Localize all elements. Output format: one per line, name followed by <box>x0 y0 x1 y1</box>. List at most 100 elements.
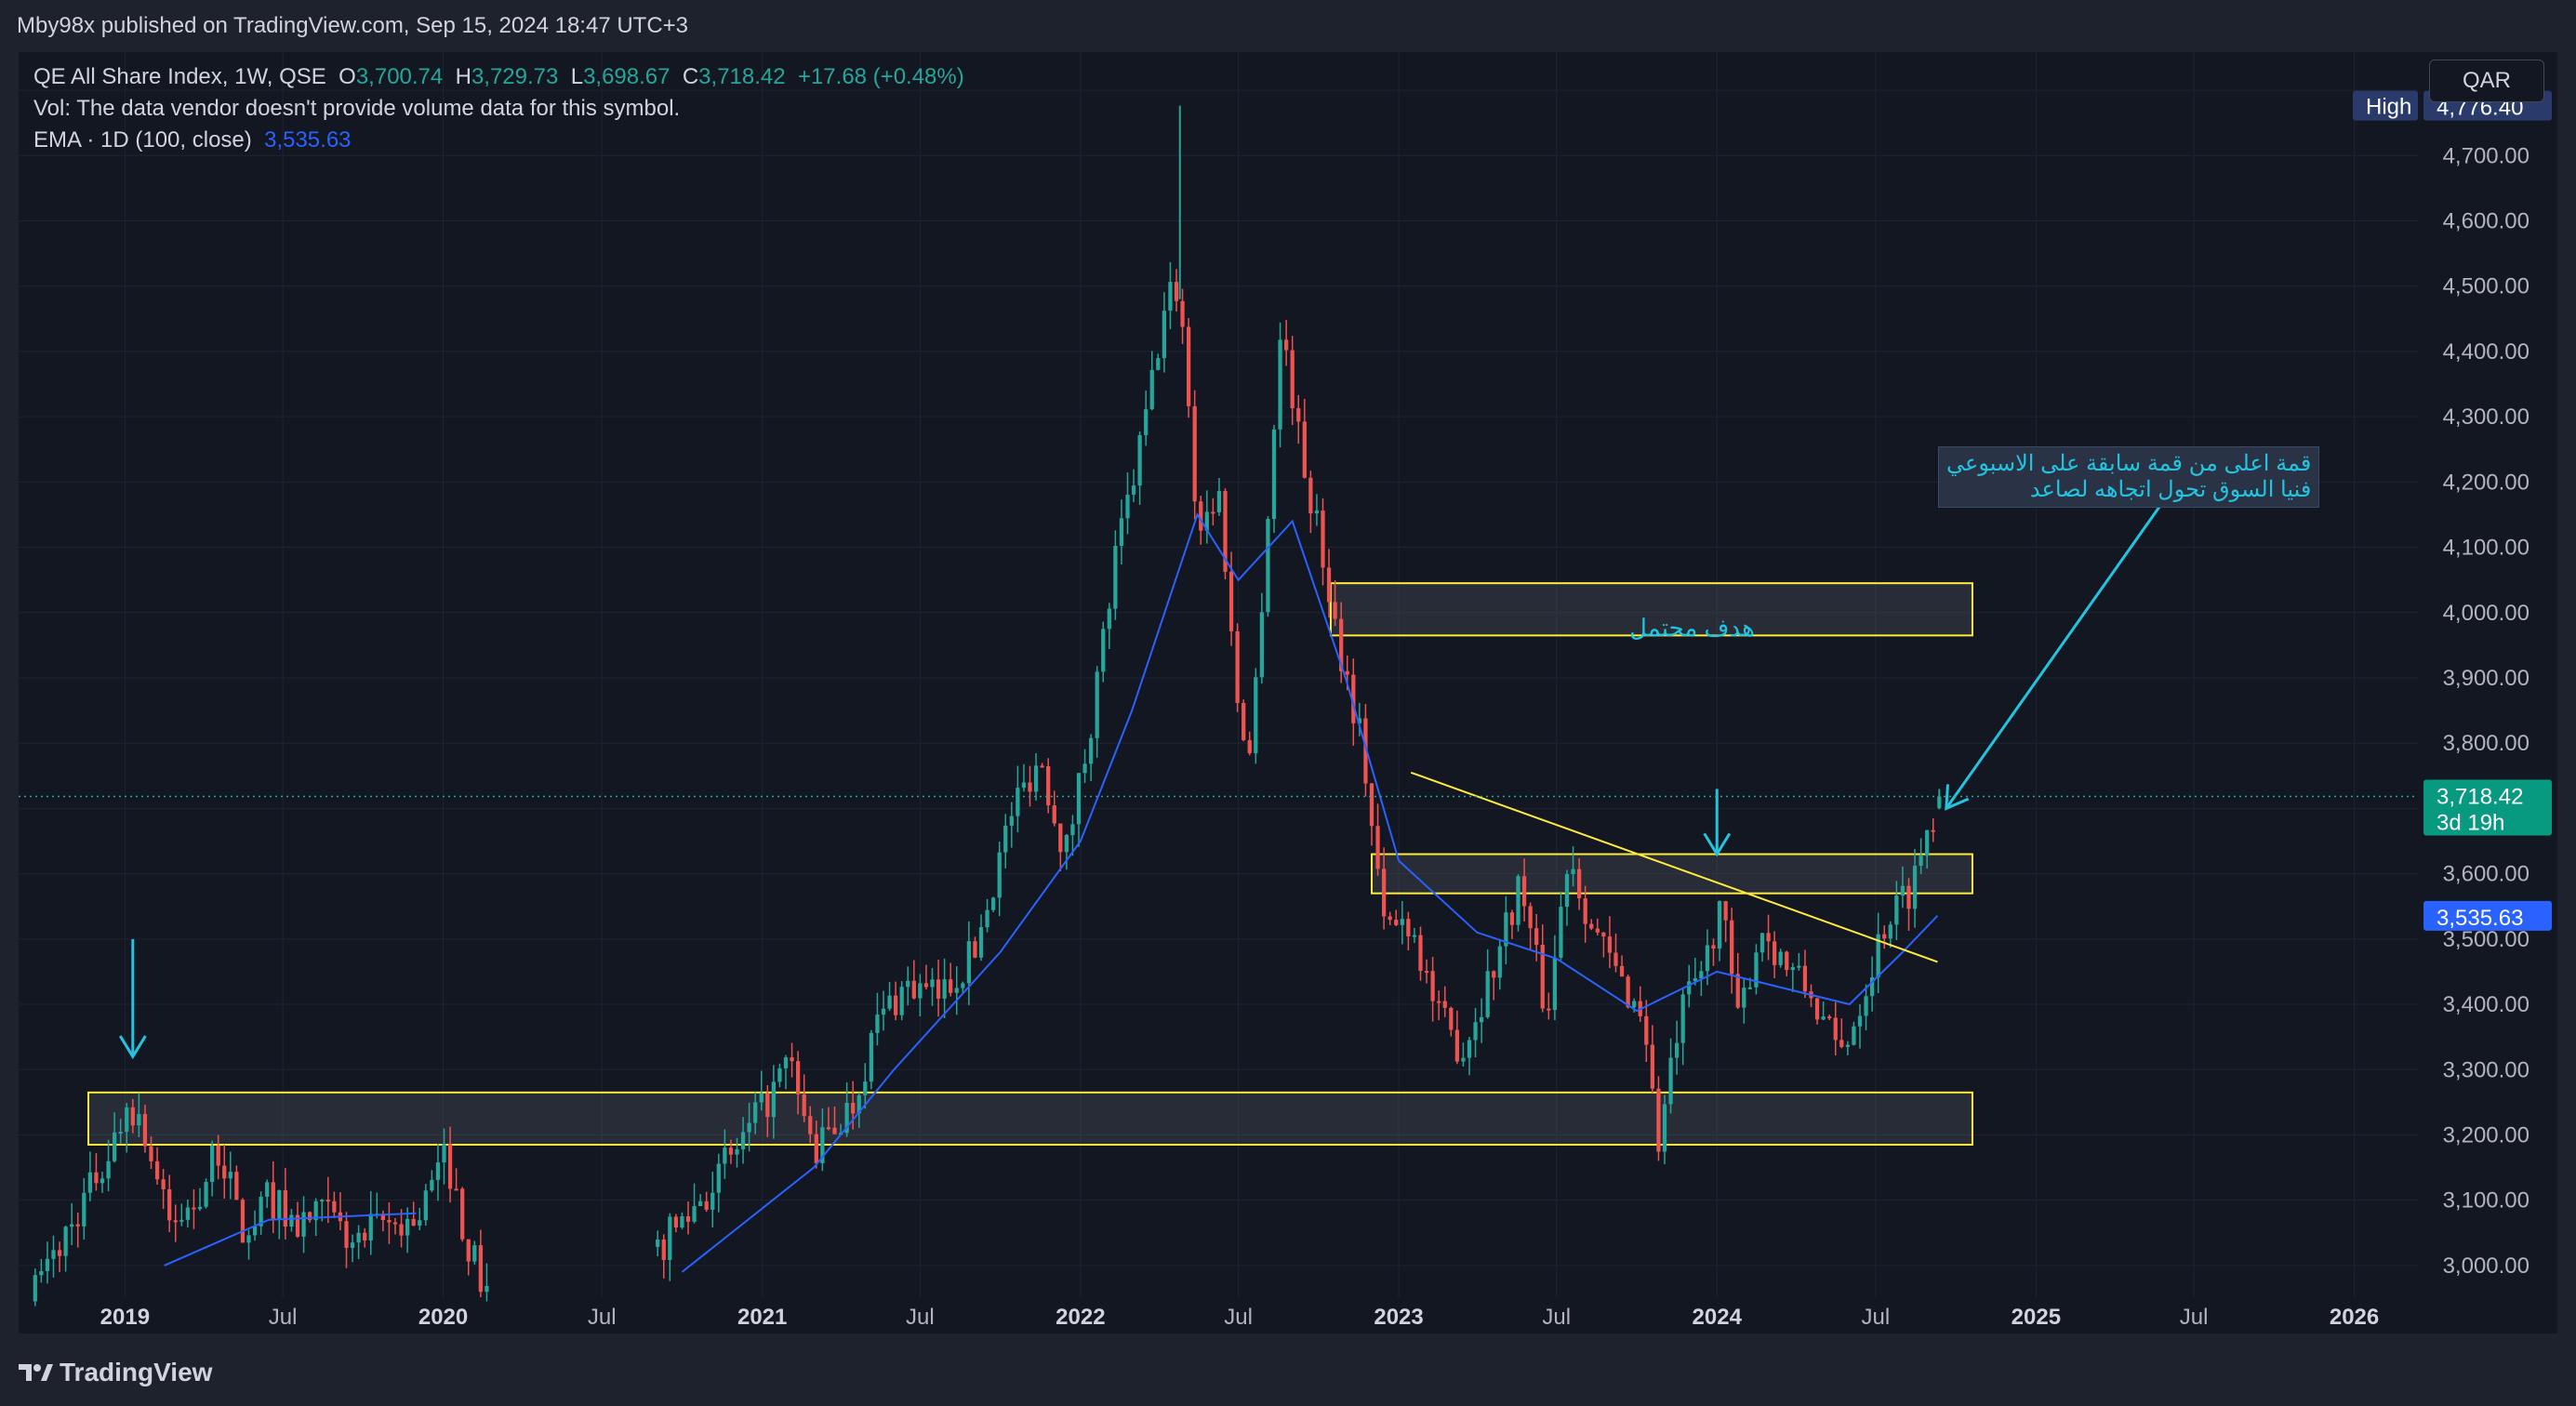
ema-price-tag-text: 3,535.63 <box>2437 906 2523 931</box>
x-tick-label: 2026 <box>2330 1305 2379 1330</box>
candle-body <box>875 1015 880 1033</box>
candle-body <box>1583 898 1587 924</box>
candle-body <box>106 1161 111 1179</box>
candle-body <box>753 1102 758 1123</box>
y-tick-label: 4,400.00 <box>2443 339 2530 365</box>
candle-body <box>759 1093 764 1103</box>
candle-body <box>356 1232 361 1243</box>
candle-body <box>1619 965 1625 977</box>
zone-rectangle <box>87 1091 1973 1147</box>
candle-body <box>1283 339 1289 351</box>
candle-body <box>1632 1001 1637 1008</box>
candle-body <box>1821 1016 1826 1020</box>
candle-body <box>277 1189 282 1219</box>
currency-button[interactable]: QAR <box>2429 60 2544 102</box>
zone-rectangle <box>1329 582 1973 637</box>
note-annotation[interactable]: قمة اعلى من قمة سابقة على الاسبوعي فنيا … <box>1938 446 2320 508</box>
legend-ema-row[interactable]: EMA · 1D (100, close) 3,535.63 <box>33 125 964 156</box>
candle-body <box>1394 920 1399 925</box>
candle-body <box>1271 429 1277 520</box>
candle-body <box>978 927 984 958</box>
candle-body <box>930 979 935 988</box>
legend-low-label: L <box>570 64 584 89</box>
y-tick-label: 4,600.00 <box>2443 208 2530 233</box>
candle-body <box>301 1212 306 1237</box>
chart-svg[interactable]: 3,000.00 3,100.00 3,200.00 3,300.00 3,400.00… <box>19 52 2557 1333</box>
drawing-layer <box>19 494 2418 1060</box>
candle-body <box>1528 906 1533 929</box>
candle-body <box>1894 895 1899 925</box>
candle-body <box>87 1172 93 1193</box>
candle-body <box>1046 766 1051 806</box>
candle-body <box>94 1172 99 1184</box>
candle-body <box>1131 485 1136 495</box>
candle-body <box>692 1206 697 1222</box>
candle-body <box>204 1182 208 1207</box>
candle-body <box>1852 1026 1856 1045</box>
target-zone-label[interactable]: هدف محتمل <box>1629 614 1755 642</box>
candle-body <box>1186 326 1191 406</box>
y-tick-label: 4,200.00 <box>2443 470 2530 495</box>
candle-body <box>808 1116 813 1134</box>
y-tick-label: 3,600.00 <box>2443 862 2530 887</box>
x-tick-label: Jul <box>1542 1305 1571 1330</box>
candle-body <box>283 1189 288 1227</box>
x-tick-label: 2023 <box>1374 1305 1423 1330</box>
candle-body <box>485 1285 489 1293</box>
candle-body <box>869 1032 874 1082</box>
candle-body <box>1766 933 1771 942</box>
candle-body <box>997 852 1002 898</box>
candle-body <box>179 1219 184 1222</box>
y-tick-label: 4,300.00 <box>2443 405 2530 430</box>
legend-symbol[interactable]: QE All Share Index, 1W, QSE <box>33 64 326 89</box>
tradingview-logo[interactable]: TradingView <box>17 1358 212 1387</box>
candle-body <box>1571 869 1575 874</box>
candle-body <box>167 1188 172 1221</box>
candle-body <box>954 988 959 993</box>
legend-close-value: 3,718.42 <box>698 64 786 89</box>
candle-body <box>1931 829 1935 832</box>
y-tick-label: 3,000.00 <box>2443 1253 2530 1279</box>
legend-ema-value: 3,535.63 <box>264 127 352 153</box>
candle-body <box>1040 765 1044 768</box>
ema-line <box>164 1212 417 1267</box>
candle-body <box>887 995 892 1009</box>
candle-body <box>1485 971 1490 1017</box>
last-price-tag-bg <box>2423 779 2552 836</box>
candle-body <box>1461 1057 1466 1062</box>
candle-body <box>1552 957 1558 1011</box>
candle-body <box>51 1250 56 1259</box>
candle-body <box>246 1235 251 1243</box>
candle-body <box>33 1275 37 1302</box>
candle-body <box>1644 1015 1649 1045</box>
candle-body <box>1070 824 1075 836</box>
y-tick-label: 4,500.00 <box>2443 274 2530 299</box>
chart-panel[interactable]: 3,000.00 3,100.00 3,200.00 3,300.00 3,400.00… <box>19 52 2557 1333</box>
candle-body <box>918 983 923 999</box>
candle-body <box>851 1102 856 1114</box>
candle-body <box>1839 1040 1844 1047</box>
candle-body <box>704 1200 709 1210</box>
candle-body <box>411 1218 416 1227</box>
candle-body <box>1540 945 1545 1009</box>
candle-body <box>1790 967 1795 971</box>
candle-body <box>447 1144 453 1189</box>
candle-body <box>1357 718 1362 723</box>
candle-body <box>423 1190 428 1221</box>
candle-body <box>1302 421 1307 478</box>
zone-rectangle <box>1371 853 1973 895</box>
zone-layer <box>87 582 1973 1147</box>
candle-body <box>966 941 972 984</box>
candle-body <box>710 1192 715 1210</box>
candle-body <box>271 1182 275 1219</box>
candle-body <box>1888 924 1892 939</box>
candle-body <box>1369 783 1374 827</box>
candle-body <box>1400 919 1404 925</box>
candle-body <box>1882 934 1887 939</box>
candle-body <box>1192 405 1197 502</box>
candle-body <box>1137 434 1142 486</box>
candle-body <box>661 1239 666 1260</box>
candle-body <box>1845 1044 1851 1047</box>
candle-body <box>1266 519 1270 613</box>
candle-body <box>460 1188 465 1240</box>
